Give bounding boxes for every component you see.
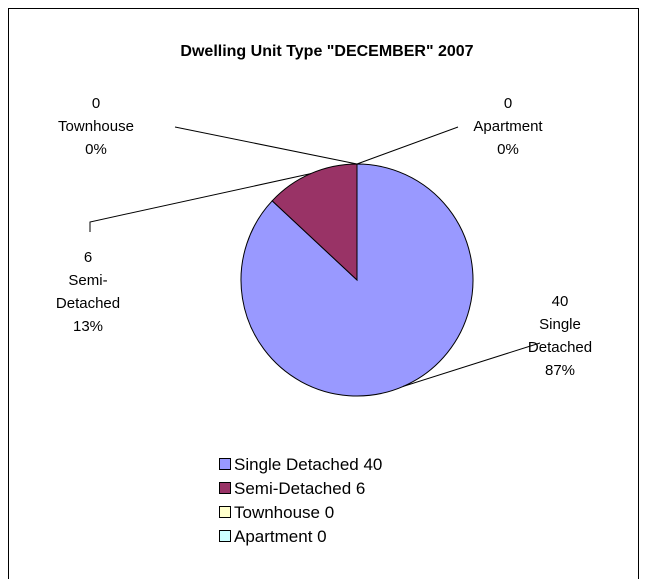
legend-swatch <box>219 458 231 470</box>
legend-label: Townhouse 0 <box>234 503 335 522</box>
data-label-percent: 13% <box>72 318 104 335</box>
leader-line <box>356 126 459 165</box>
legend-swatch <box>219 482 231 494</box>
leader-line <box>174 126 358 165</box>
data-label: 0 Townhouse 0% <box>55 92 137 161</box>
data-label: 40 Single Detached 87% <box>519 290 601 382</box>
data-label-value: 0 <box>91 95 101 112</box>
legend-label: Semi-Detached 6 <box>234 479 366 498</box>
legend-entry: Semi-Detached 6 <box>219 479 365 499</box>
data-label-percent: 0% <box>497 141 519 158</box>
data-label-category: Townhouse <box>58 118 134 135</box>
data-label-value: 6 <box>83 249 93 266</box>
data-label: 0 Apartment 0% <box>467 92 549 161</box>
data-label-value: 40 <box>551 293 569 310</box>
data-label-category: Semi-Detached <box>55 272 121 312</box>
data-label: 6 Semi-Detached 13% <box>47 246 129 338</box>
leader-line <box>403 342 541 387</box>
chart-title: Dwelling Unit Type "DECEMBER" 2007 <box>180 43 473 60</box>
legend-swatch <box>219 506 231 518</box>
legend-entry: Apartment 0 <box>219 527 327 547</box>
pie-slice <box>271 163 358 282</box>
legend-label: Single Detached 40 <box>234 455 383 474</box>
data-label-category: Single Detached <box>527 316 593 356</box>
legend-entry: Single Detached 40 <box>219 455 382 475</box>
leader-line <box>89 173 311 232</box>
data-label-percent: 0% <box>85 141 107 158</box>
legend-entry: Townhouse 0 <box>219 503 334 523</box>
legend-swatch <box>219 530 231 542</box>
data-label-value: 0 <box>503 95 513 112</box>
data-label-category: Apartment <box>473 118 543 135</box>
data-label-percent: 87% <box>544 362 576 379</box>
legend-label: Apartment 0 <box>234 527 327 546</box>
